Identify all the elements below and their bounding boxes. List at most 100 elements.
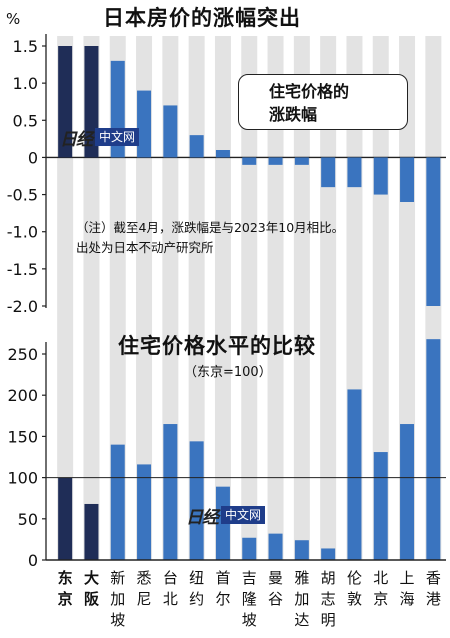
top-y-tick-label: -0.5 — [7, 186, 38, 205]
bottom-bar-伦敦 — [347, 389, 362, 560]
column-stripe — [267, 36, 284, 560]
bottom-bar-吉隆坡 — [242, 537, 257, 560]
bottom-bar-雅加达 — [294, 540, 309, 560]
bottom-bar-纽约 — [189, 441, 204, 560]
column-stripe — [109, 36, 126, 560]
category-label-char: 吉 — [242, 569, 257, 587]
category-label-char: 加 — [110, 590, 125, 608]
top-y-tick-label: 1.0 — [13, 74, 38, 93]
bottom-bar-胡志明 — [321, 548, 336, 560]
top-bar-纽约 — [189, 135, 204, 158]
watermark-logo: 日经 — [60, 129, 93, 150]
bottom-y-tick-label: 250 — [7, 345, 38, 364]
category-label-char: 约 — [189, 590, 204, 608]
category-label-char: 志 — [321, 590, 336, 608]
top-y-tick-label: 1.5 — [13, 37, 38, 56]
bottom-bar-香港 — [426, 339, 441, 560]
top-unit-label: % — [6, 10, 21, 28]
top-bar-大阪 — [84, 46, 99, 158]
top-bar-悉尼 — [137, 90, 152, 158]
watermark-tag: 中文网 — [95, 128, 140, 146]
note-line-1: （注）截至4月，涨跌幅是与2023年10月相比。 — [76, 220, 345, 235]
category-label-char: 京 — [58, 590, 73, 608]
bottom-bar-大阪 — [84, 503, 99, 560]
category-label-char: 北 — [163, 590, 178, 608]
note-block: （注）截至4月，涨跌幅是与2023年10月相比。 出处为日本不动产研究所 — [76, 218, 344, 258]
top-bar-东京 — [58, 46, 73, 158]
top-bar-胡志明 — [321, 157, 336, 188]
category-label-char: 尔 — [215, 590, 230, 608]
bottom-bar-新加坡 — [110, 444, 125, 560]
watermark-bottom: 日经 中文网 — [186, 506, 266, 528]
watermark-top: 日经 中文网 — [60, 128, 140, 150]
bottom-y-tick-label: 150 — [7, 427, 38, 446]
category-label-char: 纽 — [189, 569, 204, 587]
category-label-char: 曼 — [268, 569, 283, 587]
column-stripe — [241, 36, 258, 560]
category-label-char: 海 — [400, 590, 415, 608]
top-bar-台北 — [163, 105, 178, 158]
top-y-tick-label: -1.0 — [7, 223, 38, 242]
column-stripe — [188, 36, 205, 560]
bottom-bar-上海 — [400, 424, 415, 560]
top-bar-伦敦 — [347, 157, 362, 188]
bottom-bar-悉尼 — [137, 464, 152, 560]
bottom-bar-北京 — [373, 452, 388, 560]
top-bar-香港 — [426, 157, 441, 306]
category-label-char: 明 — [321, 611, 336, 629]
category-label-char: 悉 — [137, 569, 152, 587]
top-chart-title: 日本房价的涨幅突出 — [103, 6, 301, 30]
category-label-char: 阪 — [84, 590, 100, 608]
top-y-tick-label: 0 — [28, 148, 38, 167]
top-bar-吉隆坡 — [242, 157, 257, 165]
category-label-char: 达 — [294, 611, 309, 629]
top-y-tick-label: -1.5 — [7, 260, 38, 279]
category-label-char: 首 — [215, 569, 230, 587]
bottom-y-tick-label: 50 — [18, 510, 38, 529]
note-line-2: 出处为日本不动产研究所 — [76, 240, 214, 255]
watermark-tag: 中文网 — [221, 506, 266, 524]
category-label-char: 香 — [426, 569, 441, 587]
bottom-y-tick-label: 200 — [7, 386, 38, 405]
category-label-char: 尼 — [137, 590, 152, 608]
category-label-char: 港 — [426, 590, 441, 608]
category-label-char: 雅 — [294, 569, 309, 587]
column-stripe — [214, 36, 231, 560]
category-label-char: 胡 — [321, 569, 336, 587]
category-label-char: 新 — [110, 569, 125, 587]
column-stripe — [57, 36, 74, 560]
bottom-bar-曼谷 — [268, 533, 283, 560]
column-stripe — [83, 36, 100, 560]
category-label-char: 敦 — [347, 590, 362, 608]
top-bar-雅加达 — [294, 157, 309, 165]
legend-box: 住宅价格的 涨跌幅 — [238, 74, 408, 130]
bottom-y-tick-label: 100 — [7, 469, 38, 488]
column-stripe — [136, 36, 153, 560]
category-label-char: 加 — [294, 590, 309, 608]
top-bar-首尔 — [215, 150, 230, 158]
top-y-tick-label: -2.0 — [7, 297, 38, 316]
top-y-tick-label: 0.5 — [13, 111, 38, 130]
bottom-bar-东京 — [58, 477, 73, 560]
category-label-char: 谷 — [268, 590, 283, 608]
bottom-chart-title: 住宅价格水平的比较 — [118, 334, 316, 358]
category-label-char: 坡 — [242, 611, 257, 629]
category-label-char: 东 — [58, 569, 73, 587]
top-bar-上海 — [400, 157, 415, 202]
category-label-char: 上 — [400, 569, 415, 587]
watermark-logo: 日经 — [186, 507, 219, 528]
legend-line-2: 涨跌幅 — [269, 105, 318, 124]
category-label-char: 京 — [373, 590, 388, 608]
category-label-char: 大 — [84, 569, 99, 587]
legend-line-1: 住宅价格的 — [269, 82, 350, 101]
category-label-char: 台 — [163, 569, 178, 587]
bottom-chart-subtitle: （东京=100） — [184, 365, 272, 380]
top-bar-曼谷 — [268, 157, 283, 165]
top-bar-北京 — [373, 157, 388, 195]
category-label-char: 北 — [373, 569, 388, 587]
bottom-y-tick-label: 0 — [28, 551, 38, 570]
category-label-char: 伦 — [347, 569, 362, 587]
category-label-char: 坡 — [110, 611, 125, 629]
category-label-char: 隆 — [242, 590, 257, 608]
